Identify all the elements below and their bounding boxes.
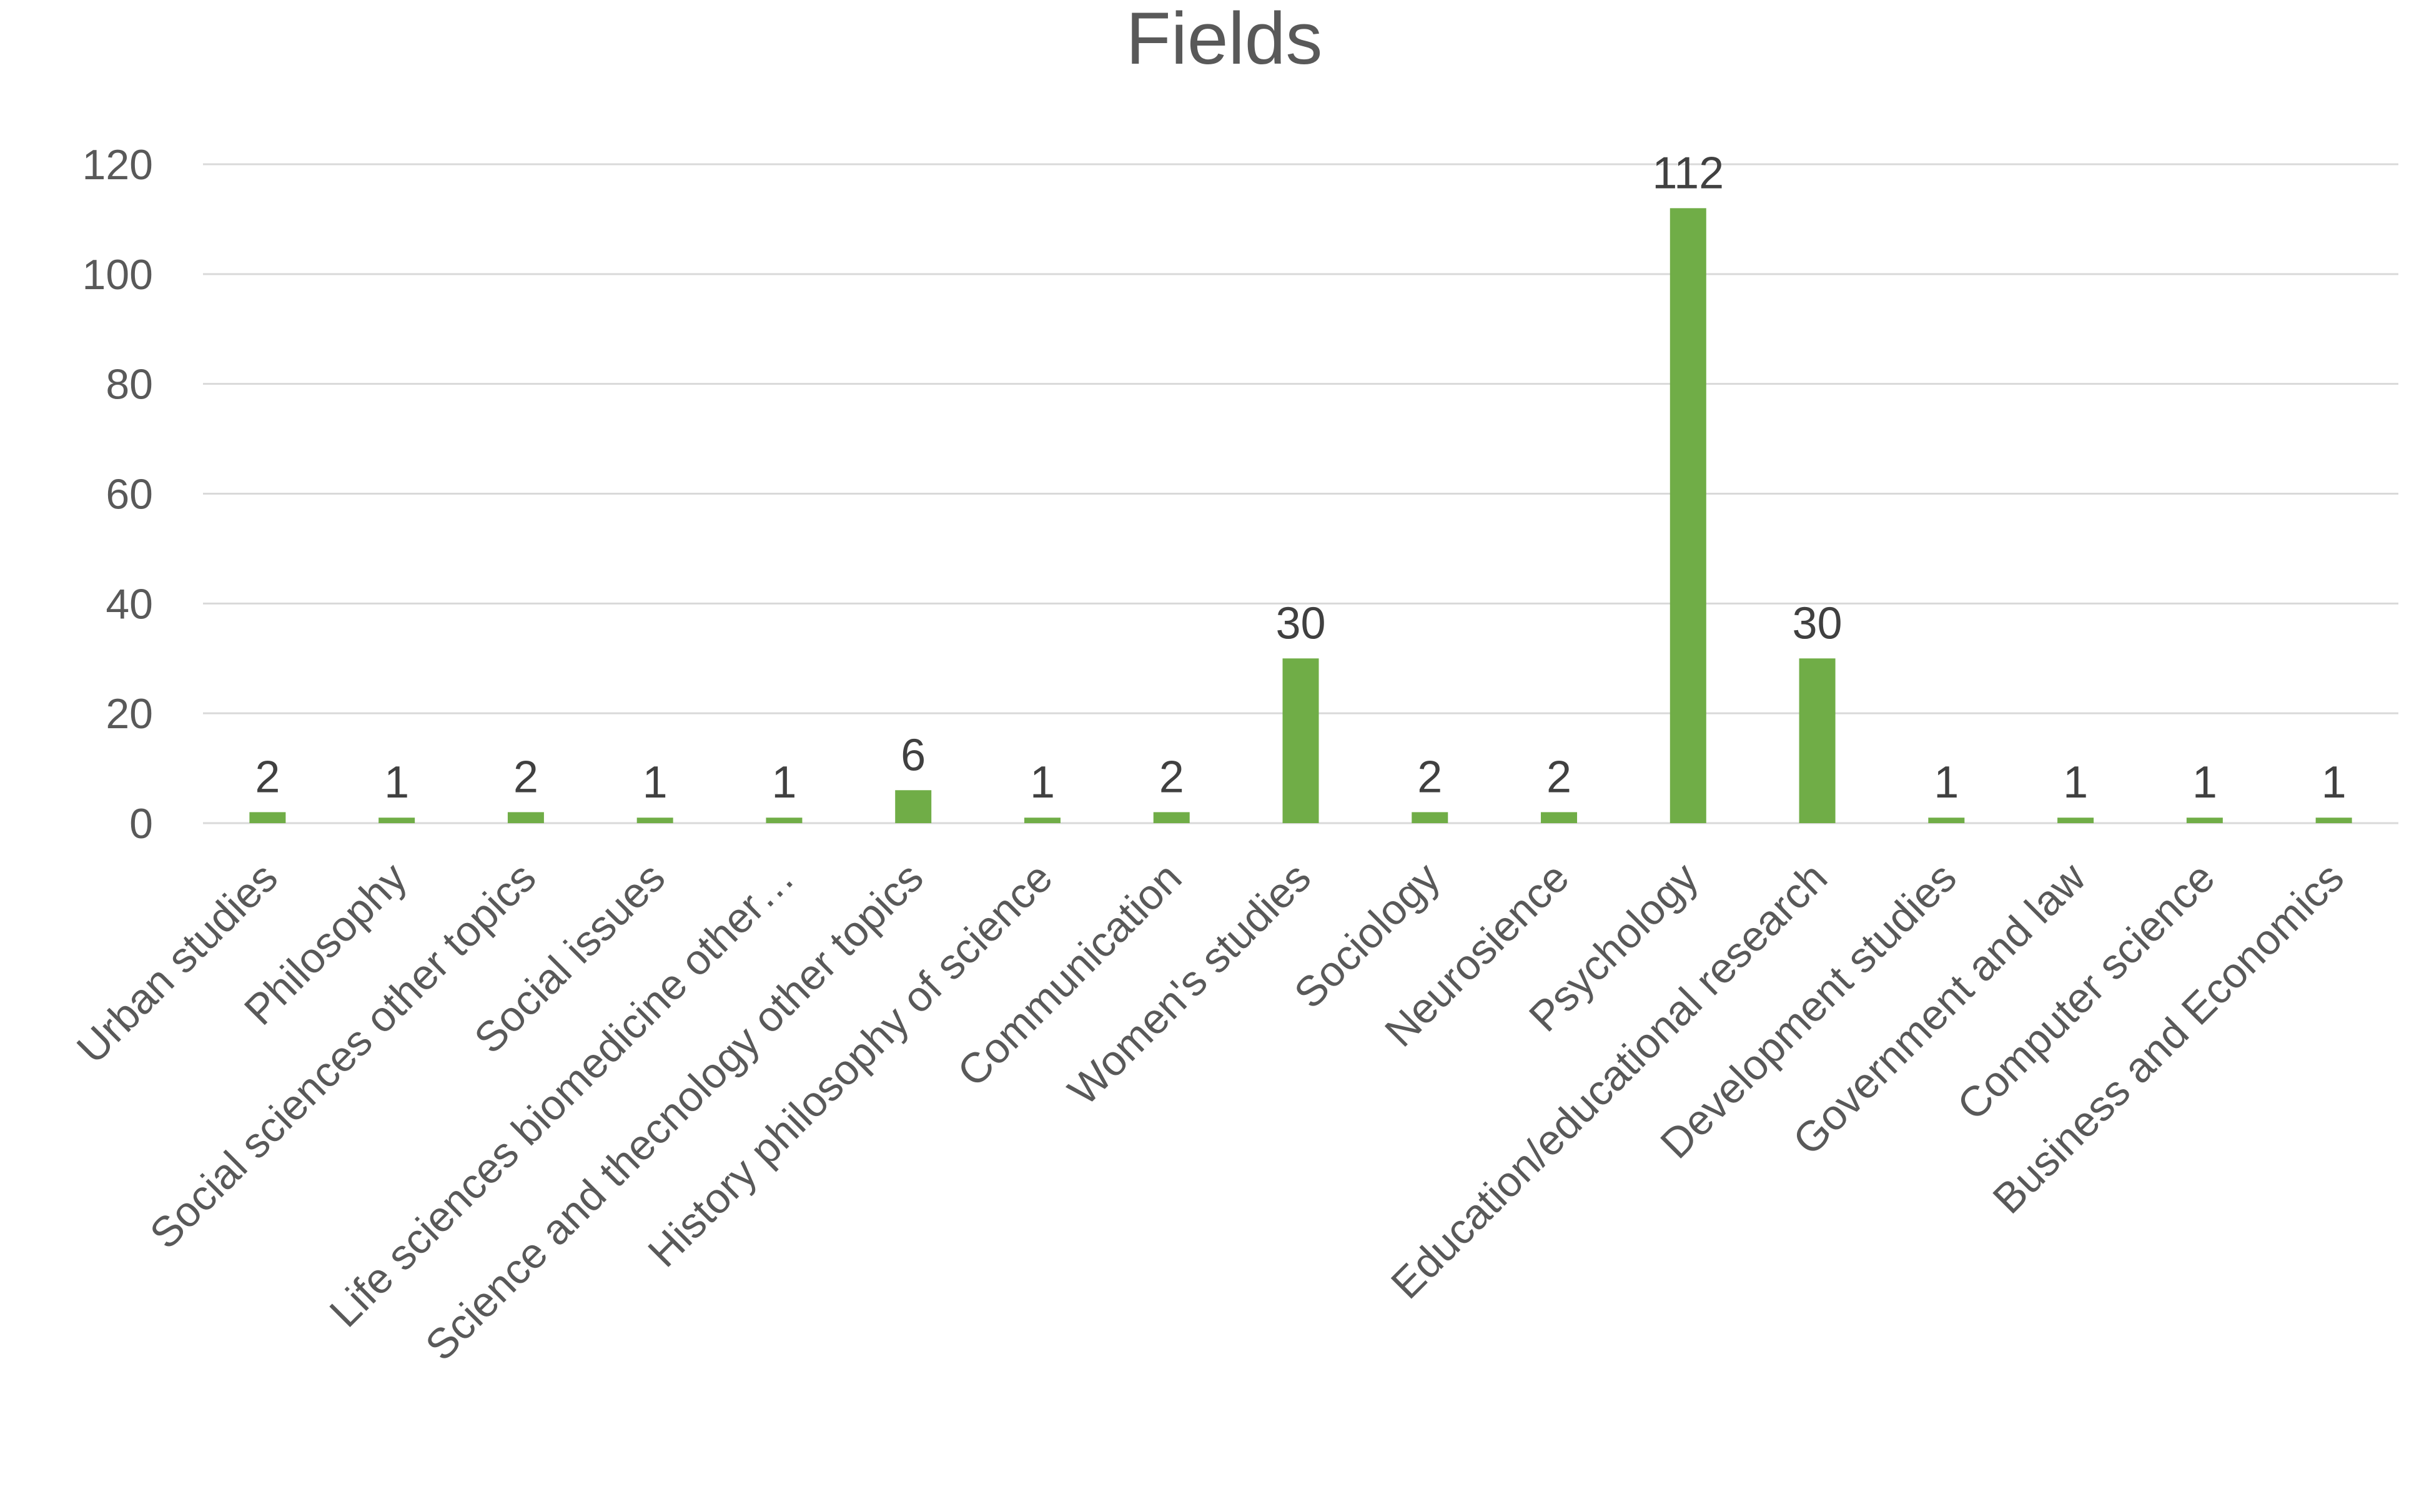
- bars: [249, 208, 2352, 823]
- bar: [636, 818, 673, 823]
- data-label: 1: [2192, 758, 2217, 808]
- y-tick-label: 80: [106, 361, 153, 408]
- data-label: 2: [1546, 752, 1571, 802]
- bar: [895, 790, 932, 823]
- bar: [1282, 658, 1319, 823]
- y-tick-label: 120: [82, 141, 153, 189]
- bar: [1928, 818, 1965, 823]
- data-label: 112: [1652, 148, 1724, 198]
- y-tick-label: 20: [106, 690, 153, 738]
- bar: [1541, 812, 1578, 823]
- data-label: 1: [1030, 758, 1055, 808]
- data-label: 2: [1159, 752, 1184, 802]
- bar: [2315, 818, 2352, 823]
- y-tick-label: 0: [129, 800, 153, 847]
- bar: [1799, 658, 1836, 823]
- data-label: 1: [643, 758, 668, 808]
- data-label: 6: [901, 730, 926, 780]
- chart-title: Fields: [1126, 0, 1323, 80]
- bar: [1412, 812, 1448, 823]
- bar: [1670, 208, 1706, 823]
- bar: [766, 818, 803, 823]
- y-tick-label: 60: [106, 471, 153, 518]
- bar: [2186, 818, 2223, 823]
- bar: [1024, 818, 1061, 823]
- y-tick-label: 100: [82, 251, 153, 299]
- data-label: 2: [1417, 752, 1442, 802]
- data-label: 2: [513, 752, 538, 802]
- data-label: 1: [2322, 758, 2347, 808]
- bar: [1153, 812, 1190, 823]
- data-label: 30: [1275, 598, 1325, 648]
- y-axis-ticks: 0 20 40 60 80 100 120: [82, 141, 153, 847]
- x-category-label: Women's studies: [1059, 854, 1320, 1114]
- data-label: 2: [255, 752, 280, 802]
- bar: [507, 812, 544, 823]
- gridlines: [203, 163, 2398, 824]
- data-label: 1: [1934, 758, 1959, 808]
- x-category-label: Life sciences biomedicine other…: [320, 854, 803, 1337]
- bar: [249, 812, 286, 823]
- bar: [2057, 818, 2094, 823]
- x-category-label: Communication: [949, 854, 1191, 1096]
- data-label: 1: [384, 758, 409, 808]
- data-label: 30: [1793, 598, 1843, 648]
- data-label: 1: [2063, 758, 2088, 808]
- y-tick-label: 40: [106, 580, 153, 628]
- data-label: 1: [771, 758, 796, 808]
- bar: [378, 818, 415, 823]
- x-category-label: Urban studies: [68, 854, 287, 1072]
